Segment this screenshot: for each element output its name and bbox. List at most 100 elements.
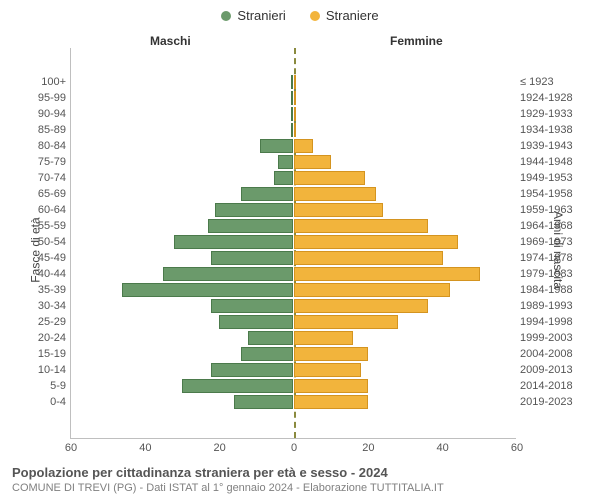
age-label: 95-99 [6, 93, 66, 104]
pyramid-row [71, 379, 516, 393]
chart-footer: Popolazione per cittadinanza straniera p… [12, 465, 444, 494]
bar-female [294, 155, 331, 169]
pyramid-chart: Stranieri Straniere Maschi Femmine Fasce… [0, 0, 600, 500]
birth-year-label: 1979-1983 [520, 269, 596, 280]
bar-male [208, 219, 293, 233]
age-label: 75-79 [6, 157, 66, 168]
column-header-male: Maschi [150, 34, 191, 48]
pyramid-row [71, 251, 516, 265]
pyramid-row [71, 91, 516, 105]
pyramid-row [71, 299, 516, 313]
legend-label-male: Stranieri [237, 8, 285, 23]
legend-label-female: Straniere [326, 8, 379, 23]
birth-year-label: 1939-1943 [520, 141, 596, 152]
bar-male [274, 171, 293, 185]
pyramid-row [71, 395, 516, 409]
x-tick-label: 40 [437, 442, 449, 454]
legend: Stranieri Straniere [0, 0, 600, 23]
x-tick-label: 20 [214, 442, 226, 454]
age-label: 60-64 [6, 205, 66, 216]
bar-male [211, 251, 293, 265]
bar-female [294, 395, 368, 409]
age-label: 15-19 [6, 349, 66, 360]
pyramid-row [71, 283, 516, 297]
pyramid-row [71, 347, 516, 361]
bar-female [294, 363, 361, 377]
age-label: 85-89 [6, 125, 66, 136]
bar-male [291, 107, 293, 121]
birth-year-label: 1974-1978 [520, 253, 596, 264]
age-label: 10-14 [6, 365, 66, 376]
bar-male [219, 315, 293, 329]
age-label: 40-44 [6, 269, 66, 280]
bar-male [241, 187, 293, 201]
age-label: 55-59 [6, 221, 66, 232]
pyramid-row [71, 155, 516, 169]
birth-year-label: 1954-1958 [520, 189, 596, 200]
birth-year-label: 1959-1963 [520, 205, 596, 216]
bar-male [182, 379, 294, 393]
age-label: 35-39 [6, 285, 66, 296]
x-tick-label: 0 [291, 442, 297, 454]
age-label: 20-24 [6, 333, 66, 344]
birth-year-label: 1989-1993 [520, 301, 596, 312]
birth-year-label: 1929-1933 [520, 109, 596, 120]
age-label: 100+ [6, 77, 66, 88]
age-label: 45-49 [6, 253, 66, 264]
bar-male [211, 363, 293, 377]
column-header-female: Femmine [390, 34, 443, 48]
x-tick-label: 40 [139, 442, 151, 454]
age-label: 90-94 [6, 109, 66, 120]
bar-male [215, 203, 293, 217]
pyramid-row [71, 267, 516, 281]
plot-area: 6040200204060 [70, 48, 516, 439]
age-label: 5-9 [6, 381, 66, 392]
bar-male [248, 331, 293, 345]
x-tick-label: 60 [511, 442, 523, 454]
bar-female [294, 107, 296, 121]
birth-year-label: 1984-1988 [520, 285, 596, 296]
legend-item-male: Stranieri [221, 8, 285, 23]
pyramid-row [71, 123, 516, 137]
chart-subtitle: COMUNE DI TREVI (PG) - Dati ISTAT al 1° … [12, 482, 444, 494]
bar-female [294, 139, 313, 153]
bar-female [294, 203, 383, 217]
birth-year-label: ≤ 1923 [520, 77, 596, 88]
legend-swatch-male [221, 11, 231, 21]
birth-year-label: 1969-1973 [520, 237, 596, 248]
bar-female [294, 91, 296, 105]
birth-year-label: 1924-1928 [520, 93, 596, 104]
pyramid-row [71, 187, 516, 201]
age-label: 25-29 [6, 317, 66, 328]
birth-year-label: 1994-1998 [520, 317, 596, 328]
age-label: 0-4 [6, 397, 66, 408]
pyramid-row [71, 235, 516, 249]
pyramid-row [71, 75, 516, 89]
bar-male [291, 91, 293, 105]
birth-year-label: 1949-1953 [520, 173, 596, 184]
bar-male [211, 299, 293, 313]
bar-female [294, 187, 376, 201]
bar-male [122, 283, 293, 297]
age-label: 80-84 [6, 141, 66, 152]
bar-female [294, 75, 296, 89]
bar-female [294, 299, 428, 313]
bar-male [241, 347, 293, 361]
birth-year-label: 1999-2003 [520, 333, 596, 344]
bar-female [294, 235, 458, 249]
bar-female [294, 331, 353, 345]
legend-swatch-female [310, 11, 320, 21]
pyramid-row [71, 203, 516, 217]
x-tick-label: 60 [65, 442, 77, 454]
bar-female [294, 379, 368, 393]
bar-female [294, 251, 443, 265]
birth-year-label: 1964-1968 [520, 221, 596, 232]
pyramid-row [71, 107, 516, 121]
bar-male [163, 267, 293, 281]
age-label: 50-54 [6, 237, 66, 248]
bar-female [294, 123, 296, 137]
chart-title: Popolazione per cittadinanza straniera p… [12, 465, 444, 480]
pyramid-row [71, 139, 516, 153]
x-tick-label: 20 [362, 442, 374, 454]
pyramid-row [71, 219, 516, 233]
